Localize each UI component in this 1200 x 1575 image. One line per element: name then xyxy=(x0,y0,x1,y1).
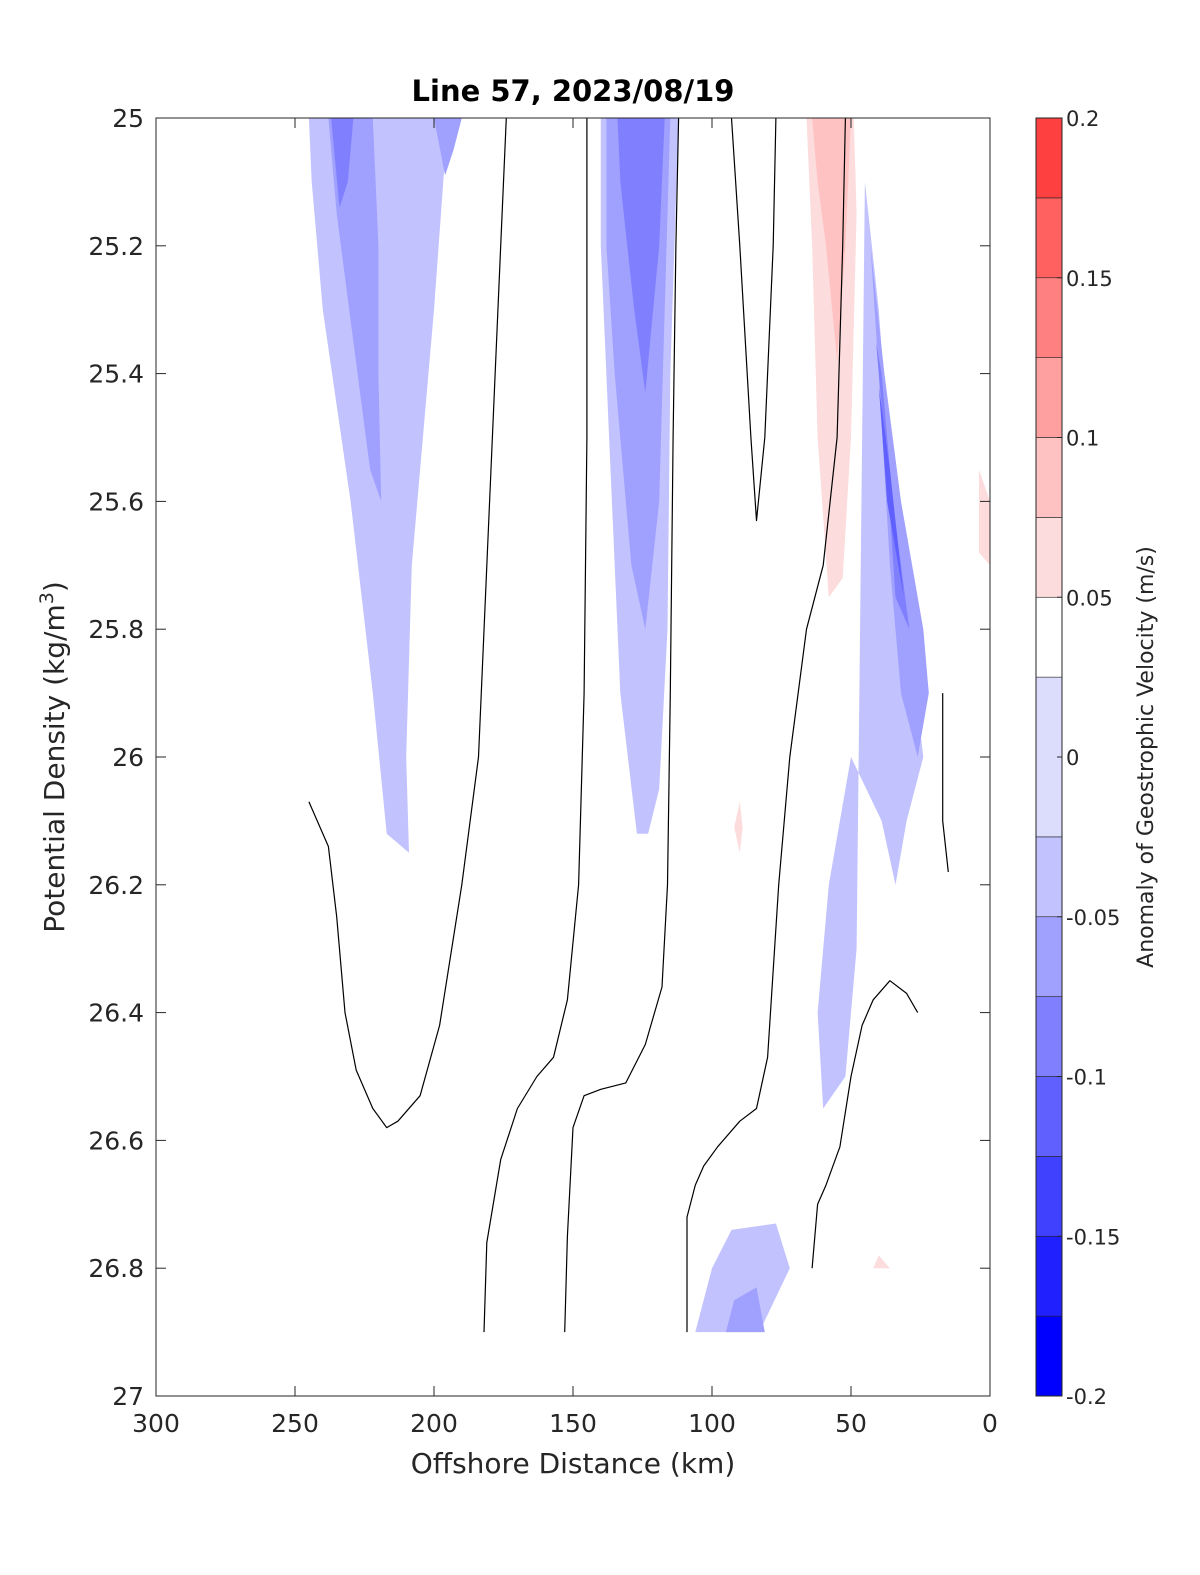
x-tick-label: 200 xyxy=(410,1409,458,1438)
filled-region-pos-nearshore-b xyxy=(978,469,990,566)
colorbar-tick-label: 0.2 xyxy=(1066,107,1099,131)
filled-region-pos-deep-offshore xyxy=(317,1172,448,1333)
y-axis-label: Potential Density (kg/m3) xyxy=(36,581,71,933)
y-tick-label: 25 xyxy=(112,104,144,133)
filled-region-neg-eddy-offshore-lobe xyxy=(434,118,462,176)
filled-region-pos-deep-coastal xyxy=(837,1108,907,1269)
colorbar-tick-label: 0 xyxy=(1066,746,1079,770)
y-tick-label: 26.8 xyxy=(88,1254,144,1283)
colorbar-band xyxy=(1035,996,1063,1077)
contour-line-zero-line-coastal xyxy=(811,980,919,1269)
y-tick-label: 26.2 xyxy=(88,871,144,900)
x-tick-label: 250 xyxy=(271,1409,319,1438)
y-tick-label: 25.8 xyxy=(88,615,144,644)
y-tick-label: 26.4 xyxy=(88,999,144,1028)
x-tick-label: 0 xyxy=(982,1409,998,1438)
y-axis-label-close: ) xyxy=(38,581,71,592)
filled-region-neg-coastal-mid xyxy=(870,245,929,758)
colorbar-tick-label: 0.05 xyxy=(1066,586,1113,610)
y-tick-label: 25.6 xyxy=(88,487,144,516)
colorbar-band xyxy=(1035,1076,1063,1157)
y-tick-label: 25.2 xyxy=(88,232,144,261)
y-axis-label-sup: 3 xyxy=(36,592,58,604)
x-tick-label: 50 xyxy=(835,1409,867,1438)
y-tick-label: 27 xyxy=(112,1382,144,1411)
y-tick-label: 25.4 xyxy=(88,360,144,389)
colorbar-tick-label: 0.15 xyxy=(1066,267,1113,291)
filled-region-neg-deep-95-core xyxy=(725,1287,765,1333)
y-axis-label-main: Potential Density (kg/m xyxy=(38,604,71,933)
colorbar-tick-label: -0.15 xyxy=(1066,1225,1120,1249)
contour-line-zero-line-offshore xyxy=(308,117,507,1129)
colorbar-band xyxy=(1035,1315,1063,1397)
colorbar-label: Anomaly of Geostrophic Velocity (m/s) xyxy=(1134,546,1159,968)
axes: 300 250 200 150 100 50 0 25 25.2 25.4 25.6 25.8 26 26… xyxy=(88,104,998,1438)
chart-title: Line 57, 2023/08/19 xyxy=(412,74,735,108)
x-tick-label: 300 xyxy=(132,1409,180,1438)
x-axis-label: Offshore Distance (km) xyxy=(411,1447,736,1480)
filled-region-pos-band-150 xyxy=(539,118,573,694)
colorbar-band xyxy=(1035,117,1063,199)
filled-region-neg-coastal-wide xyxy=(817,181,924,1109)
colorbar-band xyxy=(1035,596,1063,678)
colorbar-band xyxy=(1035,277,1063,358)
colorbar-tick-label: -0.1 xyxy=(1066,1066,1107,1090)
filled-region-pos-band-95 xyxy=(709,296,768,1045)
colorbar-tick-label: -0.05 xyxy=(1066,906,1120,930)
y-tick-label: 26 xyxy=(112,743,144,772)
colorbar: -0.2 -0.15 -0.1 -0.05 0 0.05 0.1 0.15 0.2 xyxy=(1035,107,1120,1409)
filled-region-neg-coastal-jet xyxy=(878,386,904,598)
colorbar-band xyxy=(1035,437,1063,518)
colorbar-band xyxy=(1035,517,1063,598)
filled-region-pos-nearshore-a xyxy=(956,565,977,789)
x-tick-label: 150 xyxy=(549,1409,597,1438)
colorbar-band xyxy=(1035,1156,1063,1237)
colorbar-band xyxy=(1035,357,1063,438)
filled-region-neg-coastal-core xyxy=(876,341,910,630)
colorbar-band xyxy=(1035,836,1063,918)
colorbar-band xyxy=(1035,197,1063,279)
filled-region-neg-deep-95 xyxy=(695,1223,790,1333)
colorbar-band xyxy=(1035,916,1063,997)
plot-area xyxy=(156,117,990,1396)
x-tick-label: 100 xyxy=(688,1409,736,1438)
filled-region-neg-eddy-offshore-core xyxy=(328,118,382,502)
y-tick-label: 26.6 xyxy=(88,1126,144,1155)
contour-line-zero-line-125 xyxy=(564,117,680,1333)
filled-region-pos-band-95-core xyxy=(734,801,743,853)
filled-region-pos-deep-coastal-core xyxy=(873,1255,890,1269)
contour-line-zero-line-100 xyxy=(686,117,846,1333)
contour-line-zero-line-nearshore xyxy=(942,693,949,873)
filled-region-neg-band-125-core2 xyxy=(617,118,665,393)
filled-region-neg-eddy-offshore-core2 xyxy=(331,118,354,208)
contour-line-zero-line-150 xyxy=(483,118,588,1333)
colorbar-tick-label: -0.2 xyxy=(1066,1385,1107,1409)
contour-line-zero-line-peak xyxy=(730,117,777,522)
filled-region-pos-deep-125 xyxy=(609,1249,665,1333)
colorbar-tick-label: 0.1 xyxy=(1066,427,1099,451)
colorbar-band xyxy=(1035,1235,1063,1317)
